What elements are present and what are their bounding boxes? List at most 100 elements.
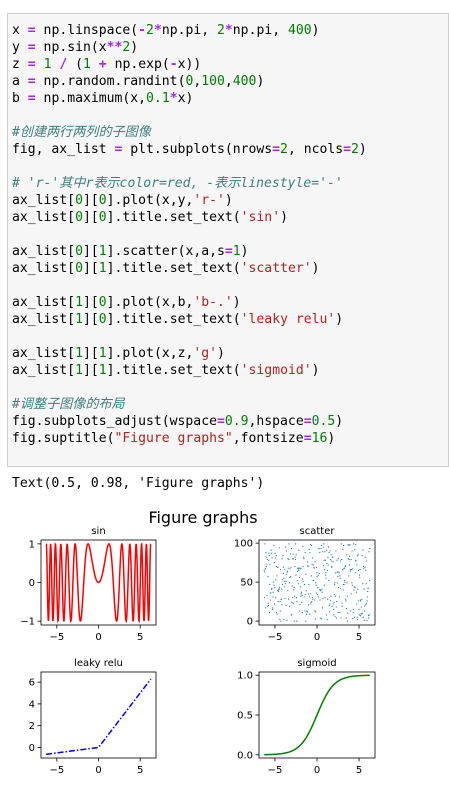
scatter-point — [348, 558, 350, 561]
code-token: = — [303, 431, 312, 446]
code-token: ][ — [82, 346, 99, 361]
scatter-point — [340, 543, 342, 545]
scatter-point — [274, 552, 276, 554]
code-token: - — [138, 23, 147, 38]
code-token: * — [153, 23, 162, 38]
figure-output: Figure graphs sin −5 0 5 −1 0 1 scatter −5 0 5 0 50 1… — [0, 500, 449, 788]
scatter-point — [283, 618, 285, 621]
scatter-point — [334, 595, 336, 597]
code-line: z = 1 / (1 + np.exp(-x)) — [12, 56, 367, 73]
scatter-point — [282, 579, 284, 581]
code-token: ][ — [82, 244, 99, 259]
code-token: x — [12, 23, 28, 38]
x-tick-label: 0 — [314, 632, 320, 643]
code-token: 2 — [280, 142, 288, 157]
code-token: np.maximum(x, — [35, 91, 147, 106]
scatter-point — [350, 558, 352, 561]
x-tick-label: 0 — [314, 765, 320, 776]
scatter-point — [305, 590, 307, 592]
scatter-point — [366, 560, 368, 562]
code-token: #创建两行两列的子图像 — [12, 125, 151, 140]
code-token: 2 — [146, 23, 154, 38]
scatter-point — [355, 560, 357, 562]
scatter-point — [283, 577, 285, 579]
code-token: ( — [67, 57, 84, 72]
scatter-point — [271, 587, 273, 589]
scatter-point — [267, 605, 269, 607]
scatter-point — [292, 558, 295, 560]
code-token: fig.subplots_adjust(wspace — [12, 414, 217, 429]
scatter-point — [266, 563, 268, 565]
code-line: ax_list[1][0].title.set_text('leaky relu… — [12, 311, 367, 328]
scatter-point — [358, 614, 360, 616]
scatter-point — [300, 591, 303, 593]
scatter-point — [346, 595, 348, 597]
scatter-point — [281, 583, 284, 586]
scatter-point — [282, 555, 284, 557]
scatter-point — [268, 552, 270, 554]
code-token: # 'r-'其中r表示color=red, -表示linestyle='-' — [12, 176, 343, 191]
scatter-point — [324, 551, 326, 553]
code-token: * — [169, 91, 178, 106]
scatter-point — [290, 566, 292, 568]
scatter-point — [310, 601, 312, 603]
scatter-point — [265, 565, 267, 568]
scatter-point — [366, 600, 368, 602]
scatter-point — [323, 543, 325, 545]
scatter-point — [345, 600, 347, 602]
scatter-point — [277, 590, 279, 592]
scatter-point — [279, 610, 281, 612]
scatter-point — [309, 544, 312, 546]
scatter-point — [341, 558, 343, 561]
scatter-point — [263, 569, 265, 572]
scatter-point — [296, 570, 299, 572]
code-token: , — [193, 74, 202, 89]
code-token: / — [59, 57, 68, 72]
scatter-point — [308, 583, 310, 586]
scatter-point — [320, 590, 322, 592]
code-token: 400 — [287, 23, 312, 38]
scatter-point — [272, 596, 274, 598]
code-line — [12, 226, 367, 243]
scatter-point — [353, 586, 355, 588]
scatter-point — [292, 553, 294, 555]
scatter-point — [351, 550, 353, 552]
scatter-point — [323, 569, 326, 571]
code-token: ][ — [82, 363, 99, 378]
code-token: 1 — [43, 57, 52, 72]
scatter-point — [273, 603, 276, 605]
code-token: ) — [256, 74, 265, 89]
scatter-point — [342, 548, 344, 550]
scatter-point — [298, 549, 300, 551]
code-token: 'sin' — [240, 210, 281, 225]
code-token — [36, 57, 44, 72]
code-token: ,hspace — [248, 414, 304, 429]
scatter-point — [276, 611, 278, 614]
scatter-point — [339, 560, 342, 562]
scatter-point — [352, 618, 354, 620]
x-tick-label: 5 — [356, 632, 362, 643]
scatter-point — [367, 590, 369, 593]
code-editor[interactable]: x = np.linspace(-2*np.pi, 2*np.pi, 400) y… — [12, 22, 367, 447]
subplot-leaky-relu: leaky relu −5 0 5 0 2 4 6 — [29, 658, 157, 776]
scatter-point — [334, 582, 336, 584]
scatter-point — [325, 577, 327, 579]
scatter-point — [274, 586, 276, 589]
scatter-point — [268, 559, 270, 561]
code-line — [12, 277, 367, 294]
code-token: 1 — [98, 261, 107, 276]
scatter-point — [279, 601, 281, 603]
scatter-point — [338, 572, 340, 574]
scatter-point — [321, 591, 323, 593]
scatter-point — [327, 564, 329, 566]
code-token: ax_list[ — [12, 244, 76, 259]
code-line: ax_list[1][1].title.set_text('sigmoid') — [12, 362, 367, 379]
scatter-point — [314, 561, 316, 563]
scatter-point — [320, 547, 322, 550]
scatter-point — [313, 599, 316, 601]
code-cell[interactable]: x = np.linspace(-2*np.pi, 2*np.pi, 400) y… — [7, 13, 449, 467]
code-token: ][ — [82, 261, 99, 276]
scatter-point — [291, 585, 293, 587]
scatter-point — [346, 582, 348, 584]
scatter-point — [323, 559, 325, 561]
